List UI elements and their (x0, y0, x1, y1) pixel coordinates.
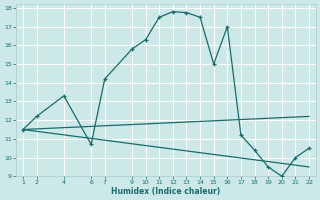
X-axis label: Humidex (Indice chaleur): Humidex (Indice chaleur) (111, 187, 221, 196)
